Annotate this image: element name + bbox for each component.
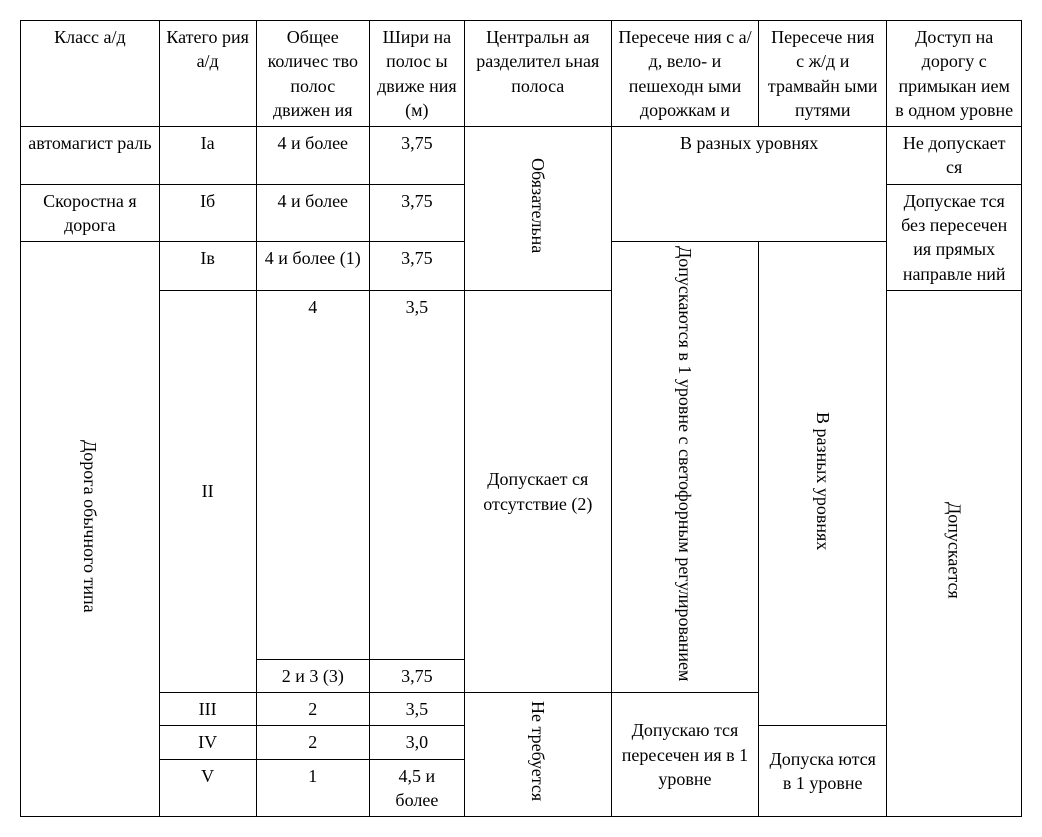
table-row: автомагист раль Iа 4 и более 3,75 Обязат… (21, 127, 1022, 185)
cell-access-allowed: Допускается (887, 290, 1022, 816)
cell-lanes: 2 (256, 693, 370, 726)
cell-crossings-signal: Допускаются в 1 уровне с светофорным рег… (611, 242, 758, 693)
cell-lanes: 4 и более (1) (256, 242, 370, 291)
cell-class-expressway: Скоростна я дорога (21, 184, 160, 242)
cell-category: Iа (159, 127, 256, 185)
cell-width: 3,75 (370, 127, 465, 185)
cell-median-optional: Допускает ся отсутствие (2) (464, 290, 611, 692)
cell-lanes: 1 (256, 759, 370, 817)
cell-rail-diff-levels: В разных уровнях (759, 242, 887, 726)
cell-class-motorway: автомагист раль (21, 127, 160, 185)
rail-diff-levels-text: В разных уровнях (811, 412, 835, 550)
cell-access-not-allowed: Не допускает ся (887, 127, 1022, 185)
cell-crossings-diff-levels: В разных уровнях (611, 127, 886, 242)
cell-rail-1level: Допуска ются в 1 уровне (759, 726, 887, 817)
cell-width: 3,5 (370, 693, 465, 726)
class-ordinary-text: Дорога обычного типа (78, 440, 102, 613)
cell-category: IV (159, 726, 256, 759)
cell-lanes: 2 и 3 (3) (256, 659, 370, 692)
header-access: Доступ на дорогу с примыкан ием в одном … (887, 21, 1022, 127)
header-lane-width: Шири на полос ы движе ния (м) (370, 21, 465, 127)
cell-class-ordinary: Дорога обычного типа (21, 242, 160, 817)
access-allowed-text: Допускается (942, 502, 966, 599)
cell-width: 4,5 и более (370, 759, 465, 817)
cell-width: 3,0 (370, 726, 465, 759)
cell-median-not-required: Не требуется (464, 693, 611, 817)
header-class: Класс а/д (21, 21, 160, 127)
cell-width: 3,75 (370, 659, 465, 692)
cell-category: III (159, 693, 256, 726)
cell-crossings-1level: Допускаю тся пересечен ия в 1 уровне (611, 693, 758, 817)
median-not-required-text: Не требуется (526, 701, 550, 801)
road-classification-table: Класс а/д Катего рия а/д Общее количес т… (20, 20, 1022, 817)
cell-lanes: 4 и более (256, 127, 370, 185)
cell-category: V (159, 759, 256, 817)
cell-lanes: 4 и более (256, 184, 370, 242)
header-total-lanes: Общее количес тво полос движен ия (256, 21, 370, 127)
cell-width: 3,75 (370, 184, 465, 242)
cell-width: 3,75 (370, 242, 465, 291)
cell-lanes: 2 (256, 726, 370, 759)
cell-category: Iв (159, 242, 256, 291)
header-median: Центральн ая разделител ьная полоса (464, 21, 611, 127)
crossings-signal-text: Допускаются в 1 уровне с светофорным рег… (673, 246, 697, 681)
cell-median-required: Обязательна (464, 127, 611, 291)
header-rail-crossings: Пересече ния с ж/д и трамвайн ыми путями (759, 21, 887, 127)
cell-width: 3,5 (370, 290, 465, 659)
median-required-text: Обязательна (526, 158, 550, 253)
header-category: Катего рия а/д (159, 21, 256, 127)
cell-access-without-direct: Допускае тся без пересечен ия прямых нап… (887, 184, 1022, 290)
cell-lanes: 4 (256, 290, 370, 659)
table-header-row: Класс а/д Катего рия а/д Общее количес т… (21, 21, 1022, 127)
header-road-crossings: Пересече ния с а/д, вело- и пешеходн ыми… (611, 21, 758, 127)
cell-category: Iб (159, 184, 256, 242)
cell-category: II (159, 290, 256, 692)
